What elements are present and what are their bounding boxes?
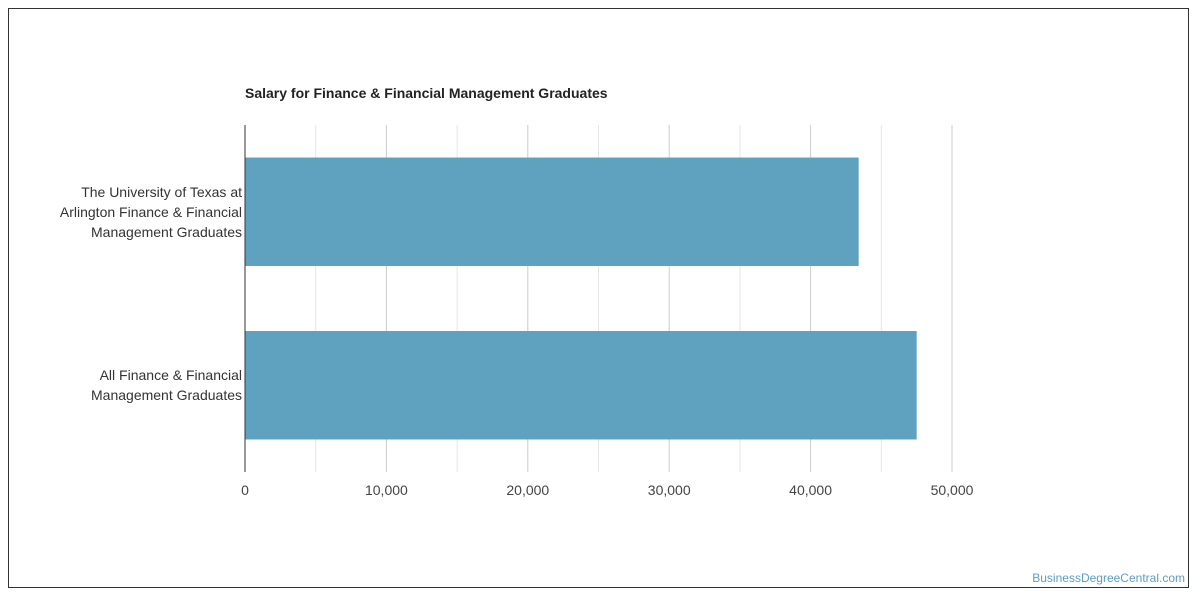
category-label-line: Management Graduates [91,387,242,404]
bar [245,157,859,266]
category-label-line: Arlington Finance & Financial [59,203,242,220]
x-tick-label: 40,000 [789,482,832,498]
chart-title: Salary for Finance & Financial Managemen… [245,85,608,101]
x-tick-label: 20,000 [506,482,549,498]
x-tick-label: 10,000 [365,482,408,498]
category-label-line: Management Graduates [91,223,242,240]
category-label-line: The University of Texas at [81,183,242,200]
category-label-line: All Finance & Financial [99,367,242,384]
site-credit[interactable]: BusinessDegreeCentral.com [1032,571,1185,585]
x-tick-label: 50,000 [931,482,974,498]
x-tick-label: 0 [241,482,249,498]
x-tick-label: 30,000 [648,482,691,498]
bar [245,331,917,440]
category-label: The University of Texas at Arlington Fina… [12,182,242,242]
category-label: All Finance & Financial Management Gradua… [12,365,242,405]
